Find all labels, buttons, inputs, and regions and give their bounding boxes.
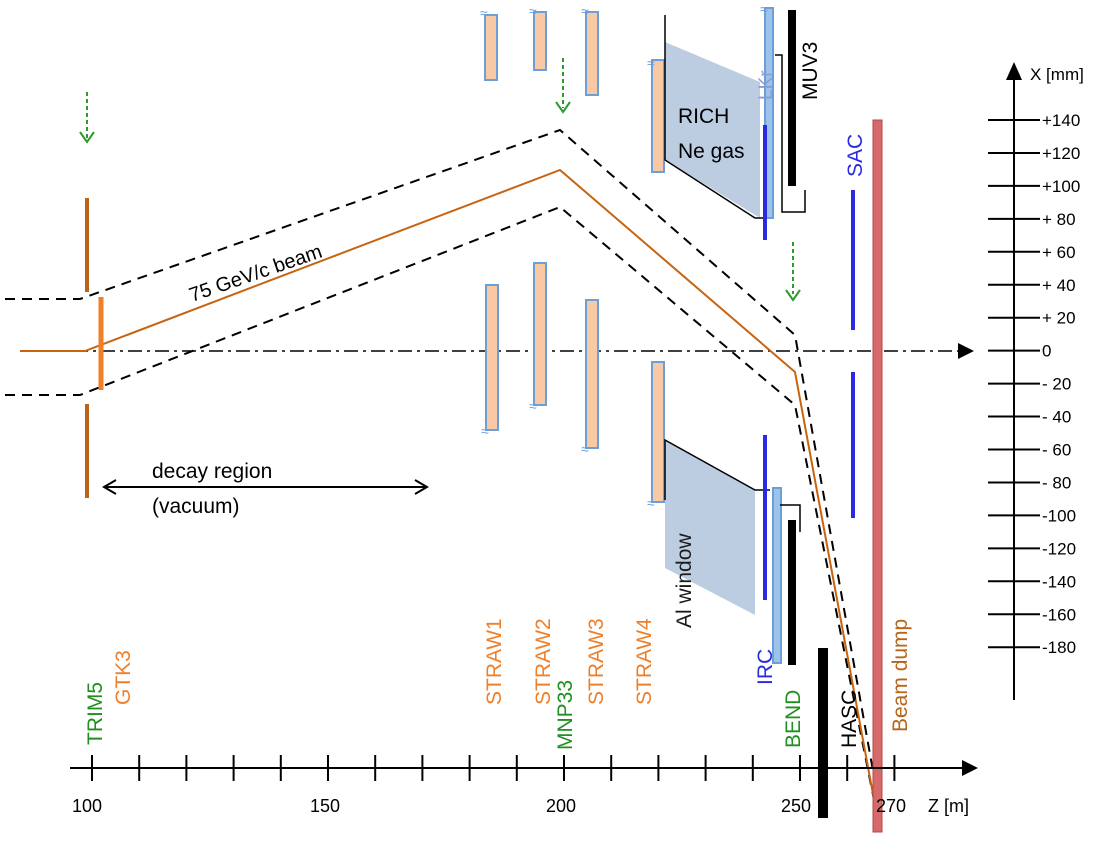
beam-envelope [5, 128, 881, 831]
svg-text:≈: ≈ [480, 5, 488, 21]
irc-label: IRC [754, 649, 777, 685]
lkr-lower [772, 487, 782, 664]
hasc-label: HASC [838, 690, 861, 748]
rich-label: RICH [678, 105, 729, 128]
straw3-label: STRAW3 [585, 618, 608, 705]
axis-arrowhead [958, 343, 974, 359]
x-tick-label: +120 [1042, 144, 1080, 163]
rich-upper-vessel [665, 42, 760, 218]
x-tick-label: -160 [1042, 605, 1076, 624]
z-tick-label-200: 200 [546, 796, 576, 816]
svg-text:≈: ≈ [647, 55, 655, 71]
beam-dump-label: Beam dump [889, 619, 912, 732]
x-tick-label: +100 [1042, 177, 1080, 196]
rich-lower-vessel [665, 440, 755, 615]
x-tick-label: 0 [1042, 342, 1051, 361]
ne-gas-label: Ne gas [678, 140, 745, 163]
beam-dump [872, 119, 883, 833]
bend-label: BEND [782, 690, 805, 748]
x-tick-label: - 20 [1042, 375, 1071, 394]
green-arrow-mnp33 [555, 58, 571, 114]
vacuum-label: (vacuum) [152, 495, 240, 518]
x-tick-label: + 20 [1042, 309, 1076, 328]
svg-text:≈: ≈ [581, 441, 589, 457]
x-tick-label: + 80 [1042, 210, 1076, 229]
z-axis: 100 150 200 250 270 Z [m] [70, 755, 978, 816]
straw2-label: STRAW2 [532, 618, 555, 705]
x-tick-label: -100 [1042, 506, 1076, 525]
sac-label: SAC [844, 134, 867, 177]
al-window-label: Al window [673, 533, 696, 628]
beam-label: 75 GeV/c beam [186, 241, 325, 307]
hasc-block [818, 648, 828, 818]
svg-text:≈: ≈ [529, 398, 537, 414]
x-tick-label: - 60 [1042, 441, 1071, 460]
x-tick-label: -120 [1042, 539, 1076, 558]
straw-chambers-upper: ≈ ≈ ≈ ≈ [480, 3, 665, 173]
gtk3-label: GTK3 [112, 650, 135, 705]
x-tick-label: - 40 [1042, 408, 1071, 427]
straw4-label: STRAW4 [633, 618, 656, 705]
beam-trajectory [20, 168, 881, 833]
svg-text:≈: ≈ [760, 1, 768, 17]
x-tick-label: -180 [1042, 638, 1076, 657]
decay-region-label: decay region [152, 460, 272, 483]
straw-chambers-lower: ≈ ≈ ≈ ≈ [481, 262, 665, 511]
x-tick-label: + 40 [1042, 276, 1076, 295]
svg-text:≈: ≈ [581, 3, 589, 19]
x-axis: X [mm] +140 +120 +100 + 80 + 60 + 40 + 20 0 - 20… [988, 62, 1084, 700]
z-axis-unit-label: Z [m] [928, 796, 969, 816]
z-tick-label-150: 150 [310, 796, 340, 816]
lkr-label: LKr [756, 70, 777, 100]
svg-text:≈: ≈ [481, 423, 489, 439]
muv3-upper [788, 10, 796, 186]
mnp33-label: MNP33 [554, 680, 577, 750]
z-tick-label-100: 100 [72, 796, 102, 816]
x-axis-unit-label: X [mm] [1030, 65, 1084, 84]
z-tick-label-250: 250 [781, 796, 811, 816]
z-tick-label-270: 270 [876, 796, 906, 816]
straw1-label: STRAW1 [483, 618, 506, 705]
svg-text:≈: ≈ [647, 495, 655, 511]
x-tick-label: -140 [1042, 572, 1076, 591]
x-tick-label: +140 [1042, 111, 1080, 130]
x-tick-label: + 60 [1042, 243, 1076, 262]
lkr-upper [764, 7, 774, 219]
trim5-label: TRIM5 [84, 682, 107, 745]
muv3-label: MUV3 [799, 42, 822, 100]
green-arrow-bend [785, 242, 801, 302]
x-tick-label: - 80 [1042, 473, 1071, 492]
green-arrow-trim [79, 92, 95, 144]
svg-text:≈: ≈ [529, 3, 537, 19]
muv3-lower [788, 520, 796, 665]
